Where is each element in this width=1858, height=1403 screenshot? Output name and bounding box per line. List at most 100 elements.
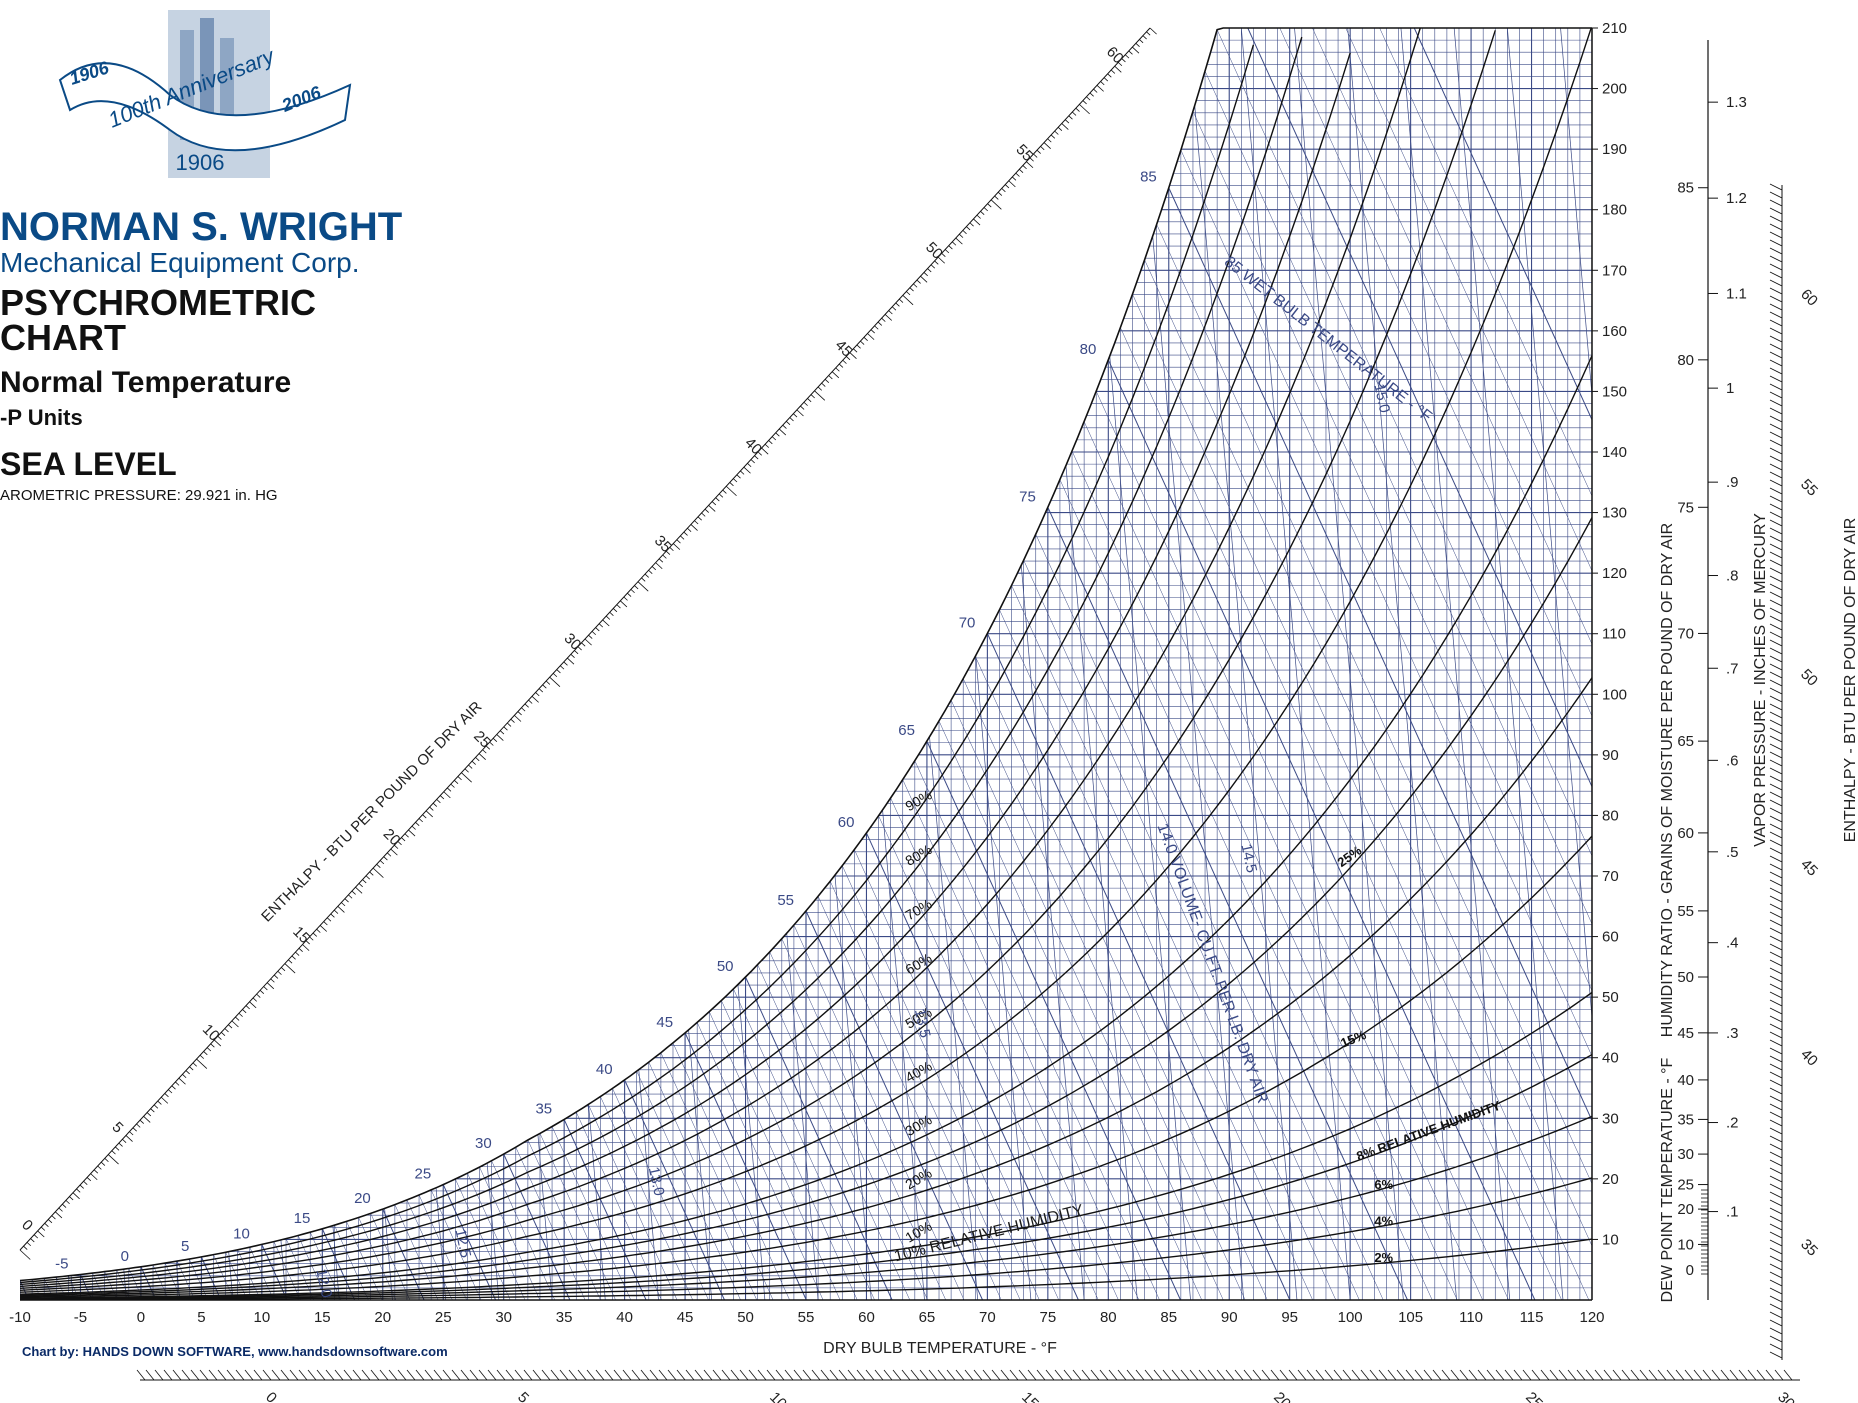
enthalpy-label: 20 — [380, 825, 404, 849]
enthalpy-right-tick — [1769, 1103, 1783, 1111]
enthalpy-right-tick — [1769, 703, 1783, 711]
enthalpy-tick — [927, 268, 932, 273]
wet-bulb-line — [1156, 224, 1592, 1300]
enthalpy-right-tick — [1769, 479, 1783, 487]
enthalpy-tick — [478, 753, 486, 760]
enthalpy-tick — [312, 932, 318, 937]
enthalpy-tick — [1125, 54, 1130, 59]
enthalpy-right-tick — [1769, 1239, 1783, 1247]
enthalpy-tick — [510, 718, 515, 723]
enthalpy-bottom-tick — [595, 1369, 605, 1381]
enthalpy-right-tick — [1769, 575, 1783, 583]
enthalpy-tick — [288, 959, 293, 964]
enthalpy-bottom-tick — [1603, 1369, 1613, 1381]
enthalpy-bottom-tick — [424, 1369, 434, 1381]
enthalpy-tick — [348, 894, 353, 899]
enthalpy-tick — [1117, 62, 1123, 67]
enthalpy-right-tick — [1769, 855, 1783, 863]
enthalpy-bottom-tick — [1684, 1369, 1694, 1381]
enthalpy-tick — [507, 722, 512, 727]
x-tick-label: -10 — [9, 1309, 31, 1326]
wet-bulb-line — [1228, 28, 1592, 1300]
wet-bulb-title: 85 WET BULB TEMPERATURE - °F — [1221, 253, 1435, 425]
saturation-temp-label: 5 — [181, 1238, 189, 1255]
enthalpy-tick — [990, 199, 1002, 210]
enthalpy-tick — [793, 413, 798, 418]
enthalpy-bottom-tick — [955, 1369, 965, 1381]
saturation-temp-label: 30 — [475, 1135, 492, 1152]
enthalpy-label: 60 — [1103, 43, 1127, 67]
enthalpy-bottom-tick — [199, 1369, 209, 1381]
wet-bulb-line — [999, 609, 1313, 1300]
enthalpy-right-tick — [1769, 639, 1783, 647]
enthalpy-tick — [937, 256, 946, 264]
enthalpy-bottom-tick — [1495, 1369, 1505, 1381]
enthalpy-tick — [153, 1104, 159, 1109]
volume-line — [815, 28, 925, 1300]
volume-label: 14.5 — [1237, 842, 1260, 874]
rh-curve-4 — [20, 1177, 1592, 1300]
enthalpy-tick — [76, 1188, 81, 1193]
enthalpy-right-tick — [1769, 839, 1783, 847]
enthalpy-tick — [605, 615, 611, 620]
chart-altitude: SEA LEVEL — [0, 446, 177, 482]
enthalpy-tick — [549, 676, 561, 687]
enthalpy-tick — [747, 463, 752, 468]
x-tick-label: 85 — [1160, 1309, 1177, 1326]
enthalpy-tick — [157, 1100, 162, 1105]
enthalpy-right-tick — [1769, 1151, 1783, 1159]
enthalpy-right-tick — [1769, 1311, 1783, 1319]
enthalpy-label: 0 — [18, 1216, 36, 1234]
enthalpy-bottom-tick — [928, 1369, 938, 1381]
enthalpy-tick — [358, 883, 363, 888]
enthalpy-right-tick — [1769, 375, 1783, 383]
wet-bulb-line — [793, 924, 965, 1300]
enthalpy-tick — [669, 547, 674, 552]
enthalpy-right-tick — [1769, 359, 1783, 367]
enthalpy-tick — [1026, 161, 1034, 169]
x-tick-label: 110 — [1459, 1309, 1483, 1326]
wet-bulb-line — [588, 1104, 678, 1300]
enthalpy-right-tick — [1769, 671, 1783, 679]
enthalpy-bottom-tick — [865, 1369, 875, 1381]
enthalpy-bottom-tick — [1153, 1369, 1163, 1381]
saturation-temp-label: 60 — [838, 814, 855, 831]
x-tick-label: 25 — [435, 1309, 452, 1326]
enthalpy-tick — [1142, 35, 1147, 40]
wet-bulb-line — [1120, 327, 1562, 1300]
wet-bulb-line — [600, 1096, 693, 1300]
wet-bulb-line — [418, 1194, 467, 1300]
enthalpy-bottom-tick — [730, 1369, 740, 1381]
enthalpy-bottom-tick — [1063, 1369, 1073, 1381]
enthalpy-tick — [309, 936, 314, 941]
enthalpy-right-tick — [1769, 279, 1783, 287]
wet-bulb-line — [539, 1133, 616, 1300]
enthalpy-tick — [616, 604, 621, 609]
rh-curve-30 — [20, 355, 1592, 1295]
enthalpy-tick — [863, 337, 868, 342]
enthalpy-tick — [842, 359, 847, 364]
enthalpy-tick — [775, 432, 780, 437]
enthalpy-right-tick — [1769, 823, 1783, 831]
enthalpy-right-tick — [1769, 1007, 1783, 1015]
volume-line — [1560, 28, 1592, 1300]
enthalpy-tick — [870, 329, 875, 334]
wet-bulb-line — [1107, 359, 1536, 1300]
enthalpy-tick — [40, 1226, 46, 1231]
axis-layer: -10 -5 0 5 10 15 20 25 30 35 40 45 50 55 60 65 70 75 80 85 9… — [9, 20, 1800, 1381]
enthalpy-tick — [951, 241, 957, 246]
enthalpy-right-tick — [1769, 711, 1783, 719]
anniversary-logo: 1906 100th Anniversary 2006 1906 — [58, 10, 352, 178]
enthalpy-bottom-tick — [145, 1369, 155, 1381]
enthalpy-right-tick — [1769, 1167, 1783, 1175]
vapor-pressure-label: 1.3 — [1726, 94, 1747, 111]
enthalpy-tick — [902, 295, 914, 306]
enthalpy-right-tick — [1769, 423, 1783, 431]
dew-point-label: 70 — [1677, 625, 1694, 642]
vapor-pressure-label: .9 — [1726, 474, 1739, 491]
x-tick-label: 40 — [616, 1309, 633, 1326]
enthalpy-bottom-tick — [604, 1369, 614, 1381]
enthalpy-right-tick — [1769, 911, 1783, 919]
enthalpy-tick — [923, 272, 928, 277]
volume-line — [1240, 28, 1351, 1300]
